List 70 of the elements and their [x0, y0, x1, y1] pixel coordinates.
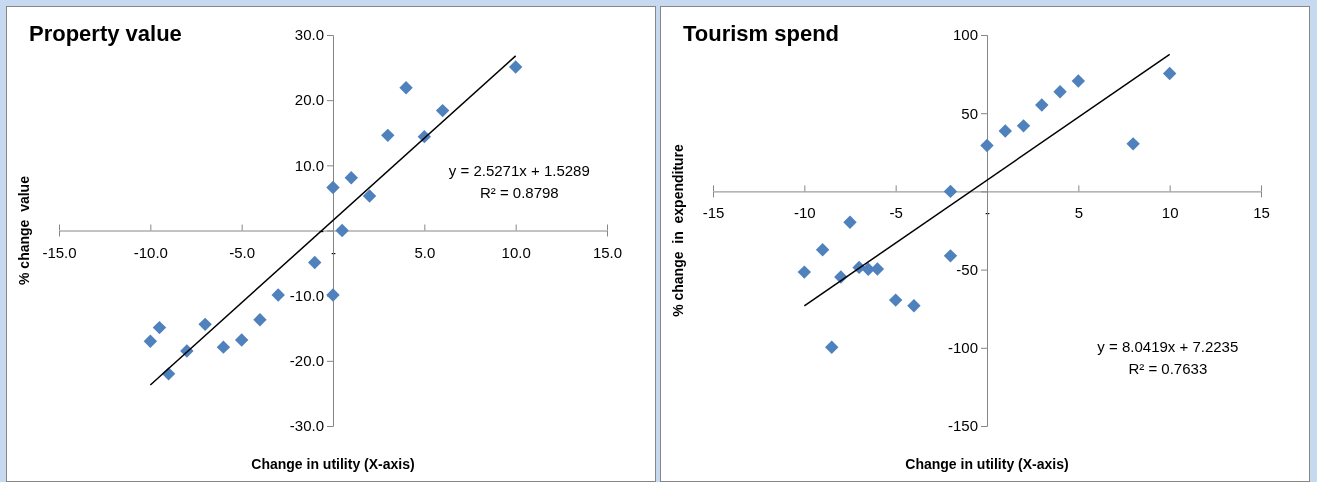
annotation: y = 8.0419x + 7.2235 — [1097, 337, 1239, 355]
point — [797, 265, 812, 279]
chart-title: Property value — [29, 21, 182, 46]
x-tick-label: 10 — [1161, 204, 1179, 222]
point — [1162, 66, 1177, 81]
point — [152, 320, 167, 335]
y-tick-label: -50 — [956, 260, 978, 278]
x-axis-title: Change in utility (X-axis) — [251, 456, 415, 472]
annotation: y = 2.5271x + 1.5289 — [448, 161, 590, 179]
y-axis-title: % change in expenditure — [670, 143, 686, 317]
point — [943, 184, 958, 199]
point — [943, 249, 958, 263]
x-tick-label: 5 — [1074, 204, 1084, 222]
point — [1071, 74, 1086, 88]
point — [335, 223, 349, 238]
x-tick-label: 10.0 — [501, 243, 531, 261]
point — [344, 171, 358, 185]
point — [399, 81, 413, 95]
point — [1053, 85, 1067, 99]
point — [308, 255, 322, 270]
annotation: R² = 0.7633 — [1128, 359, 1208, 377]
x-tick-label: 15 — [1253, 204, 1270, 222]
point — [508, 60, 523, 74]
x-tick-label: -15 — [702, 204, 725, 222]
point — [381, 128, 395, 143]
point — [362, 189, 377, 203]
point — [253, 313, 267, 327]
point — [198, 317, 212, 332]
y-tick-label: -100 — [947, 339, 978, 357]
point — [435, 103, 450, 118]
y-axis-title: % change value — [16, 175, 32, 285]
point — [216, 340, 231, 354]
x-tick-label: 15.0 — [592, 243, 623, 261]
x-tick-label: -5 — [889, 204, 903, 222]
y-tick-label: -150 — [947, 417, 978, 435]
point — [843, 215, 857, 229]
y-tick-label: -20.0 — [289, 352, 324, 370]
x-axis-title: Change in utility (X-axis) — [905, 456, 1069, 472]
point — [870, 262, 885, 276]
y-tick-label: - — [319, 221, 324, 239]
annotation: R² = 0.8798 — [479, 183, 559, 201]
y-tick-label: -10.0 — [289, 286, 324, 304]
x-tick-label: -10 — [793, 204, 816, 222]
point — [234, 333, 249, 347]
x-tick-label: -5.0 — [229, 243, 256, 261]
chart-title: Tourism spend — [683, 21, 840, 46]
point — [271, 288, 285, 302]
y-tick-label: -30.0 — [289, 417, 324, 435]
y-tick-label: 10.0 — [294, 156, 324, 174]
y-tick-label: 30.0 — [294, 26, 324, 44]
point — [1035, 98, 1049, 112]
point — [907, 299, 921, 313]
point — [1016, 119, 1031, 133]
point — [326, 288, 340, 302]
x-tick-label: - — [331, 243, 336, 261]
point — [825, 340, 839, 355]
point — [888, 293, 903, 307]
point — [980, 138, 994, 153]
y-tick-label: 50 — [961, 104, 978, 122]
x-tick-label: -10.0 — [133, 243, 168, 261]
point — [998, 124, 1012, 138]
point — [1126, 137, 1140, 151]
y-tick-label: 100 — [952, 26, 978, 44]
point — [143, 334, 158, 348]
x-tick-label: -15.0 — [42, 243, 77, 261]
point — [815, 243, 830, 257]
x-tick-label: 5.0 — [414, 243, 436, 261]
y-tick-label: 20.0 — [294, 91, 324, 109]
x-tick-label: - — [985, 204, 990, 222]
point — [326, 180, 340, 195]
